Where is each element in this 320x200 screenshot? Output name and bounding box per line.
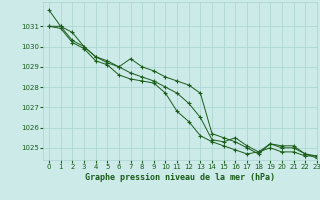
X-axis label: Graphe pression niveau de la mer (hPa): Graphe pression niveau de la mer (hPa) (85, 173, 275, 182)
